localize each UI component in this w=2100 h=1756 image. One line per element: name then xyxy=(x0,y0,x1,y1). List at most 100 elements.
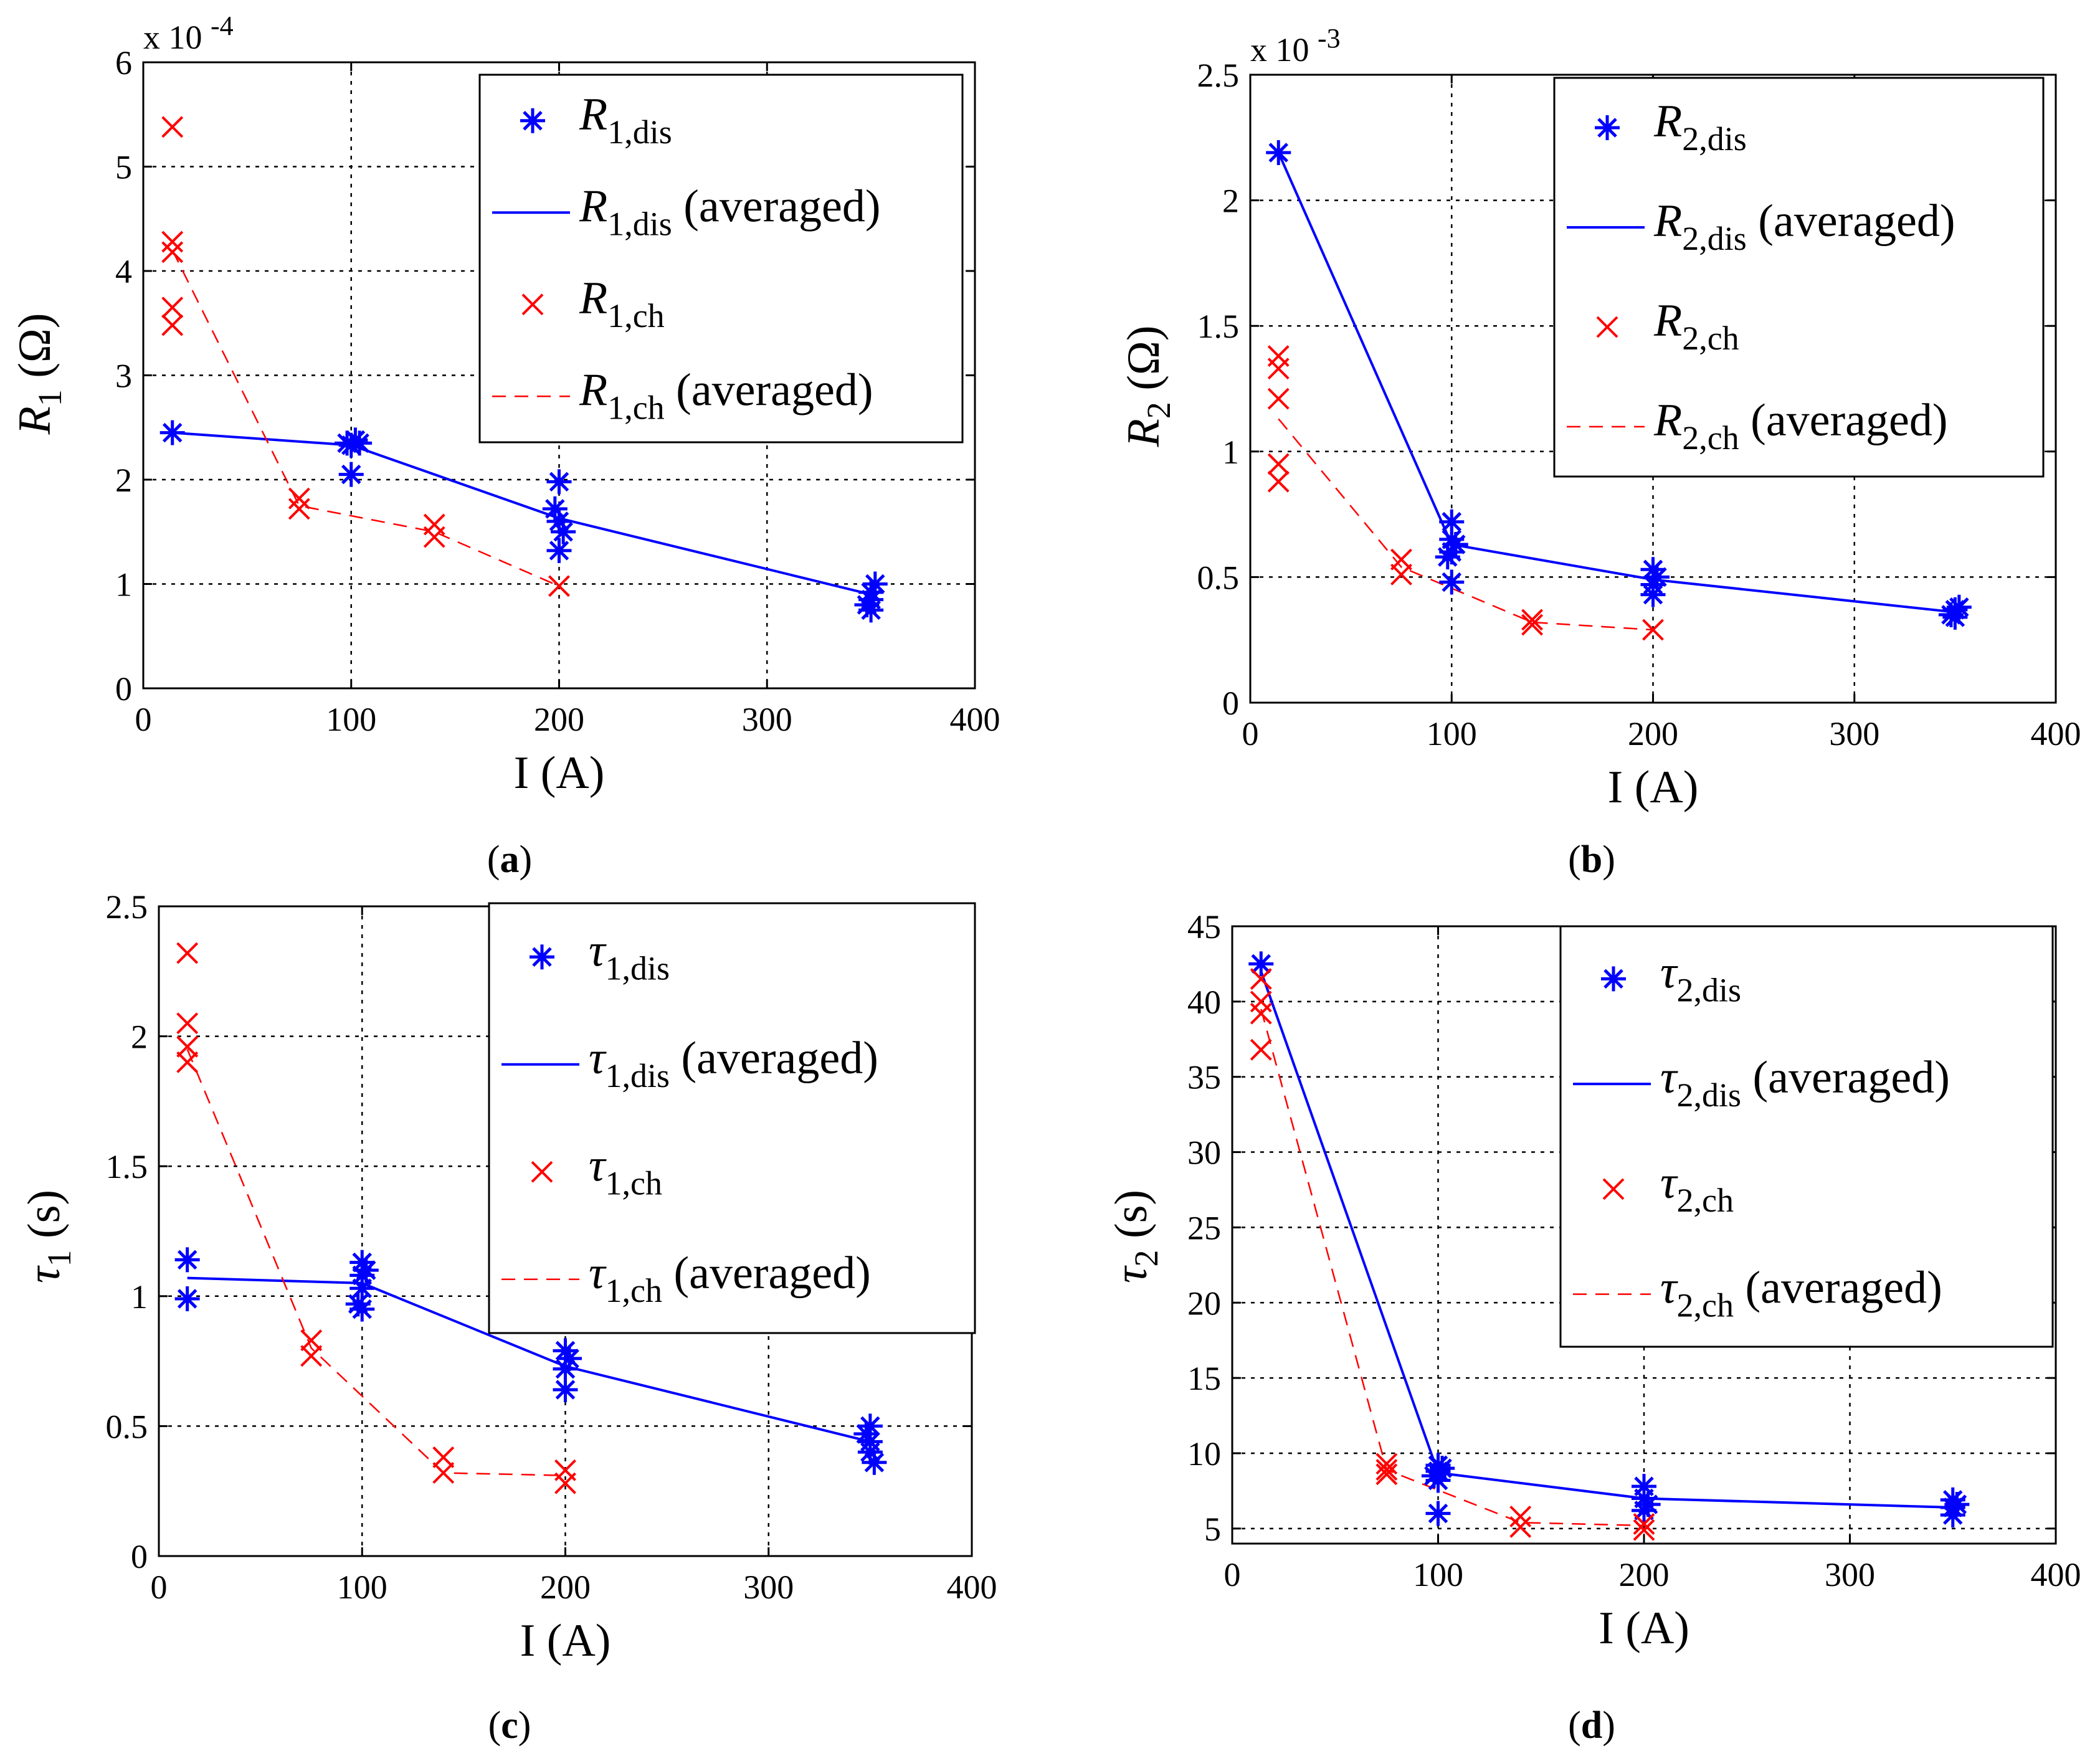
data-point-dis xyxy=(1944,1492,1970,1517)
data-point-ch xyxy=(161,297,184,319)
x-tick-label: 200 xyxy=(540,1569,591,1606)
y-axis-label-unit: (s) xyxy=(19,1190,70,1250)
data-point-ch xyxy=(1375,1453,1398,1475)
y-tick-label: 4 xyxy=(115,253,132,290)
data-point-dis xyxy=(553,1377,578,1402)
data-point-dis xyxy=(857,1440,883,1465)
data-point-dis xyxy=(1248,951,1274,977)
x-axis-label: I (A) xyxy=(520,1615,611,1666)
y-tick-label: 15 xyxy=(1187,1360,1221,1397)
y-axis-label-subscript: 2 xyxy=(1128,1250,1165,1267)
data-point-ch xyxy=(176,1012,199,1035)
y-axis-label: τ1 (s) xyxy=(19,1190,78,1283)
data-point-ch xyxy=(161,116,184,138)
data-point-ch xyxy=(288,487,310,510)
data-point-dis xyxy=(546,469,572,495)
x-tick-label: 400 xyxy=(2031,715,2081,752)
y-tick-label: 35 xyxy=(1187,1059,1221,1096)
legend-subscript: 1,ch xyxy=(606,1164,662,1202)
legend-subscript: 1,dis xyxy=(606,1057,670,1094)
data-point-dis xyxy=(349,1296,375,1322)
x-tick-label: 200 xyxy=(534,701,584,738)
legend-symbol: τ xyxy=(1660,1052,1678,1103)
caption-close: ) xyxy=(1602,838,1615,881)
legend-symbol: τ xyxy=(589,1248,607,1299)
data-point-ch xyxy=(161,230,184,253)
y-axis-label-subscript: 1 xyxy=(31,389,69,406)
data-point-ch xyxy=(1267,387,1290,410)
data-point-ch xyxy=(1267,453,1290,475)
data-point-ch xyxy=(1250,1002,1272,1025)
x-axis-label: I (A) xyxy=(1599,1603,1689,1654)
legend-suffix: (averaged) xyxy=(662,1248,871,1299)
data-point-dis xyxy=(542,496,568,521)
legend-entry-label: R1,dis (averaged) xyxy=(579,181,881,242)
legend-subscript: 1,dis xyxy=(607,205,672,242)
legend-subscript: 1,ch xyxy=(607,389,664,426)
data-point-dis xyxy=(1635,1492,1661,1517)
legend-marker-ch xyxy=(1602,1178,1625,1200)
series-dis-averaged-line xyxy=(172,431,872,596)
y-axis-label: R1 (Ω) xyxy=(9,313,69,435)
legend-subscript: 2,dis xyxy=(1682,120,1747,158)
series-dis-averaged-line xyxy=(1260,971,1953,1509)
data-point-ch xyxy=(300,1345,323,1367)
data-point-dis xyxy=(349,1276,375,1301)
y-tick-label: 1 xyxy=(131,1278,148,1316)
y-axis-label-symbol: R xyxy=(1118,419,1169,447)
data-point-ch xyxy=(1633,1513,1655,1535)
axis-multiplier: x 10 -3 xyxy=(1250,23,1341,69)
panel-caption: (b) xyxy=(1568,838,1615,881)
data-point-dis xyxy=(1940,1502,1965,1528)
x-axis-label: I (A) xyxy=(514,747,605,799)
panel-caption: (a) xyxy=(487,838,532,881)
legend-entry-label: τ1,dis xyxy=(589,925,670,987)
data-point-ch xyxy=(161,314,184,336)
legend-box xyxy=(478,74,964,444)
y-tick-label: 1.5 xyxy=(106,1148,148,1185)
y-tick-label: 0 xyxy=(115,670,132,708)
legend-entry-label: R1,ch xyxy=(579,273,665,335)
data-point-dis xyxy=(349,1250,375,1275)
legend-subscript: 1,dis xyxy=(607,113,672,151)
x-tick-label: 300 xyxy=(1825,1556,1875,1593)
legend-symbol: τ xyxy=(589,925,607,976)
data-point-ch xyxy=(176,942,199,964)
panel-caption: (d) xyxy=(1568,1704,1615,1747)
legend-symbol: R xyxy=(579,273,607,324)
legend-entry-label: R2,ch xyxy=(1653,295,1739,357)
legend-box xyxy=(1553,77,2045,478)
x-tick-label: 300 xyxy=(1829,715,1879,752)
caption-open: ( xyxy=(487,838,500,881)
x-tick-label: 300 xyxy=(743,1569,794,1606)
data-point-ch xyxy=(432,1446,455,1468)
legend-suffix: (averaged) xyxy=(1741,1052,1950,1103)
legend-symbol: τ xyxy=(589,1140,607,1191)
y-tick-label: 2.5 xyxy=(106,888,148,926)
data-point-ch xyxy=(1375,1463,1398,1486)
multiplier-exponent: -4 xyxy=(211,11,234,41)
data-point-dis xyxy=(1435,544,1460,570)
legend-symbol: τ xyxy=(1660,1263,1678,1314)
caption-open: ( xyxy=(1568,838,1581,881)
data-point-ch xyxy=(176,1051,199,1073)
data-point-ch xyxy=(548,575,570,597)
data-point-ch xyxy=(1521,609,1543,631)
y-tick-label: 2 xyxy=(115,462,132,499)
y-tick-label: 25 xyxy=(1187,1209,1221,1246)
data-point-ch xyxy=(288,498,310,520)
data-point-dis xyxy=(1425,1501,1451,1526)
x-axis-label: I (A) xyxy=(1608,762,1699,813)
y-tick-label: 0.5 xyxy=(106,1408,148,1445)
x-tick-label: 0 xyxy=(1242,715,1259,752)
data-point-dis xyxy=(553,1356,578,1382)
x-tick-label: 100 xyxy=(337,1569,387,1606)
data-point-ch xyxy=(300,1329,323,1352)
data-point-dis xyxy=(858,579,884,605)
data-point-dis xyxy=(1266,140,1291,165)
